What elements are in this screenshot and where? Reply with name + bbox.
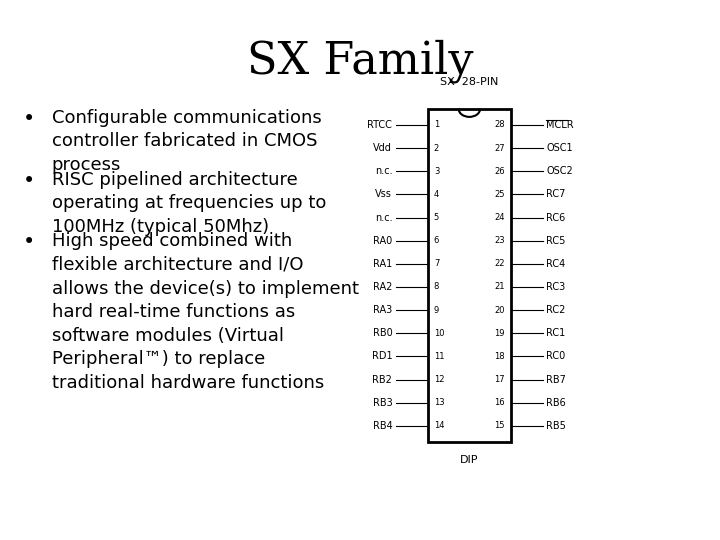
Text: SX Family: SX Family	[247, 39, 473, 83]
Text: RC4: RC4	[546, 259, 566, 269]
Text: 5: 5	[434, 213, 439, 222]
Text: 17: 17	[494, 375, 505, 384]
Text: RC6: RC6	[546, 213, 566, 222]
Text: RISC pipelined architecture
operating at frequencies up to
100MHz (typical 50Mhz: RISC pipelined architecture operating at…	[52, 171, 326, 236]
Text: 21: 21	[495, 282, 505, 292]
Text: RC2: RC2	[546, 305, 566, 315]
Text: RB3: RB3	[372, 397, 392, 408]
Text: 11: 11	[434, 352, 444, 361]
Text: OSC1: OSC1	[546, 143, 573, 153]
Text: RD1: RD1	[372, 352, 392, 361]
Text: 8: 8	[434, 282, 439, 292]
Text: 27: 27	[494, 144, 505, 153]
Text: RC7: RC7	[546, 190, 566, 199]
Text: 3: 3	[434, 167, 439, 176]
Text: 4: 4	[434, 190, 439, 199]
Text: 7: 7	[434, 259, 439, 268]
Text: 2: 2	[434, 144, 439, 153]
Text: •: •	[23, 109, 35, 129]
Text: 10: 10	[434, 329, 444, 338]
Text: Configurable communications
controller fabricated in CMOS
process: Configurable communications controller f…	[52, 109, 321, 174]
Text: RB2: RB2	[372, 375, 392, 384]
Text: Vdd: Vdd	[374, 143, 392, 153]
Text: 13: 13	[434, 398, 444, 407]
Text: RC3: RC3	[546, 282, 566, 292]
Text: RA3: RA3	[373, 305, 392, 315]
Text: RB0: RB0	[372, 328, 392, 338]
Text: DIP: DIP	[460, 455, 479, 465]
Text: 15: 15	[495, 421, 505, 430]
Text: •: •	[23, 171, 35, 191]
Text: 23: 23	[494, 236, 505, 245]
Text: 25: 25	[495, 190, 505, 199]
Text: 6: 6	[434, 236, 439, 245]
Text: High speed combined with
flexible architecture and I/O
allows the device(s) to i: High speed combined with flexible archit…	[52, 232, 359, 392]
Text: 12: 12	[434, 375, 444, 384]
Bar	[428, 109, 510, 442]
Text: SX  28-PIN: SX 28-PIN	[440, 77, 498, 87]
Text: 16: 16	[494, 398, 505, 407]
Text: 24: 24	[495, 213, 505, 222]
Text: RA0: RA0	[373, 235, 392, 246]
Text: 19: 19	[495, 329, 505, 338]
Text: OSC2: OSC2	[546, 166, 573, 176]
Text: RB7: RB7	[546, 375, 567, 384]
Text: 1: 1	[434, 120, 439, 130]
Text: 14: 14	[434, 421, 444, 430]
Text: •: •	[23, 232, 35, 252]
Text: RC5: RC5	[546, 235, 566, 246]
Text: RB5: RB5	[546, 421, 567, 431]
Text: RA2: RA2	[373, 282, 392, 292]
Text: Vss: Vss	[375, 190, 392, 199]
Text: RC1: RC1	[546, 328, 566, 338]
Text: 9: 9	[434, 306, 439, 315]
Text: MCLR: MCLR	[546, 120, 574, 130]
Text: RTCC: RTCC	[367, 120, 392, 130]
Text: 20: 20	[495, 306, 505, 315]
Text: RC0: RC0	[546, 352, 566, 361]
Text: RB6: RB6	[546, 397, 566, 408]
Text: 26: 26	[494, 167, 505, 176]
Text: n.c.: n.c.	[374, 166, 392, 176]
Text: RA1: RA1	[373, 259, 392, 269]
Text: n.c.: n.c.	[374, 213, 392, 222]
Text: 22: 22	[495, 259, 505, 268]
Text: 18: 18	[494, 352, 505, 361]
Text: 28: 28	[494, 120, 505, 130]
Text: RB4: RB4	[372, 421, 392, 431]
